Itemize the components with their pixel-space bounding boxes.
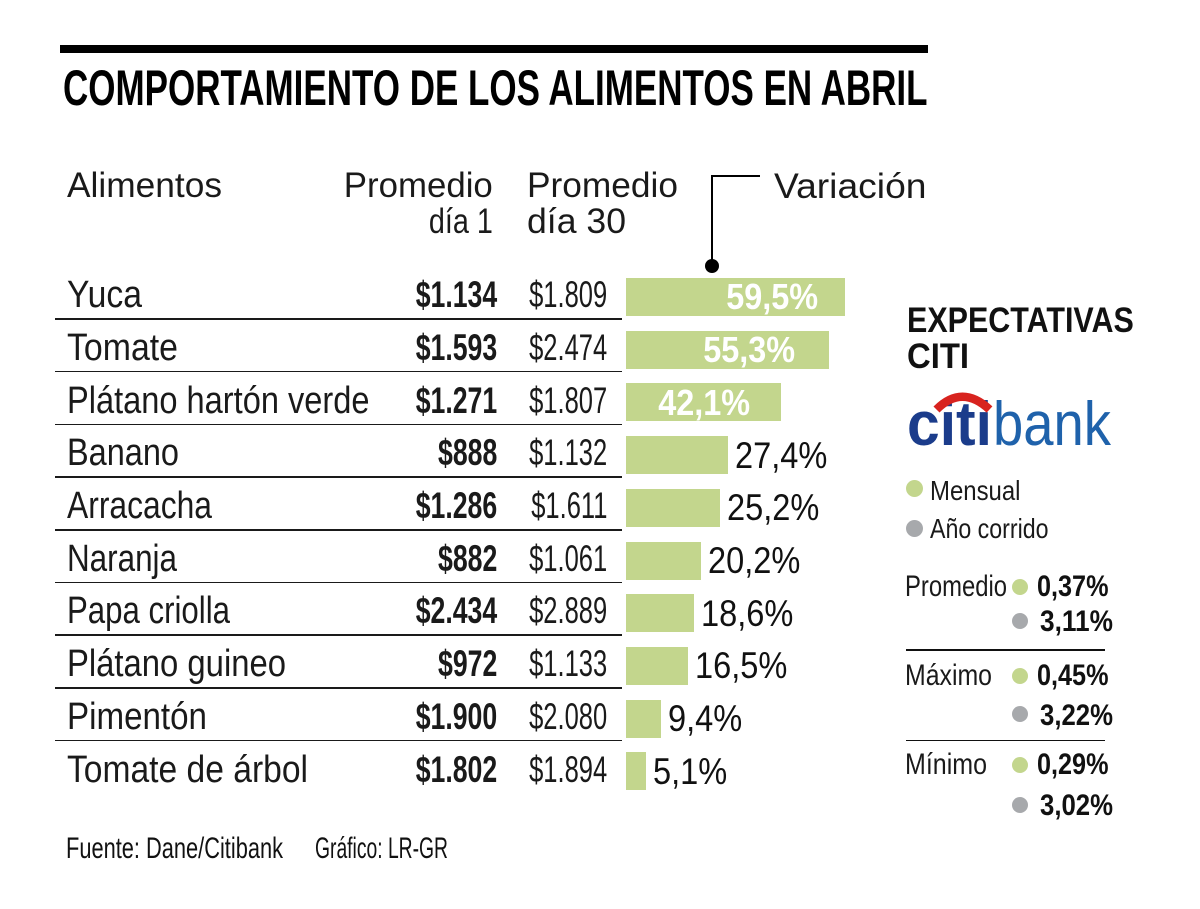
- svg-text:bank: bank: [993, 390, 1112, 459]
